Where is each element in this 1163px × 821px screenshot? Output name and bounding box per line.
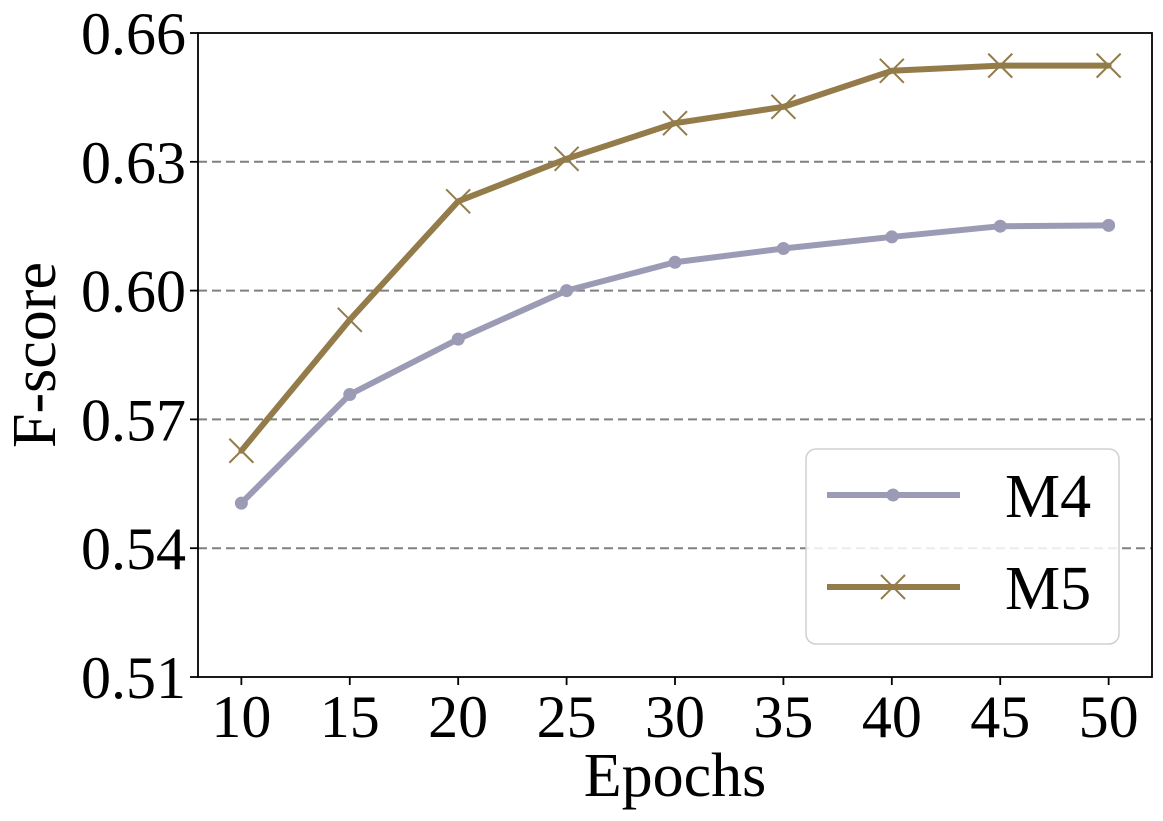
y-tick-label: 0.51 xyxy=(81,645,186,711)
data-point-m5 xyxy=(553,146,580,172)
x-tick-label: 10 xyxy=(211,684,271,750)
x-tick-label: 20 xyxy=(428,684,488,750)
data-point-m5 xyxy=(228,438,255,464)
x-axis-label: Epochs xyxy=(584,742,767,810)
legend-label-m5: M5 xyxy=(1005,555,1091,623)
y-tick-label: 0.66 xyxy=(81,1,186,67)
legend-label-m4: M4 xyxy=(1005,463,1091,531)
data-point-m5 xyxy=(879,58,905,84)
y-tick-label: 0.63 xyxy=(81,130,186,196)
legend-marker-m4 xyxy=(886,488,900,502)
x-tick-label: 40 xyxy=(862,684,922,750)
data-point-m4 xyxy=(343,387,357,401)
series-layer xyxy=(228,52,1122,510)
data-point-m4 xyxy=(668,255,682,269)
legend: M4 M5 xyxy=(805,448,1120,645)
y-tick-label: 0.54 xyxy=(81,516,186,582)
legend-marker-m5 xyxy=(880,574,906,600)
data-point-m4 xyxy=(1102,218,1116,232)
x-tick-label: 50 xyxy=(1079,684,1139,750)
x-tick-label: 30 xyxy=(645,684,705,750)
data-point-m5 xyxy=(662,110,688,136)
data-point-m4 xyxy=(234,496,248,510)
data-point-m5 xyxy=(445,188,471,215)
x-tick-label: 15 xyxy=(320,684,380,750)
data-point-m5 xyxy=(770,94,797,120)
data-point-m4 xyxy=(560,284,574,298)
grid-lines xyxy=(198,160,1152,550)
x-axis-ticks: 10 15 20 25 30 35 40 45 50 xyxy=(211,677,1139,750)
data-point-m4 xyxy=(885,230,899,244)
data-point-m4 xyxy=(993,219,1007,233)
data-point-m5 xyxy=(1095,52,1122,79)
y-axis-ticks: 0.51 0.54 0.57 0.60 0.63 0.66 xyxy=(81,1,198,711)
data-point-m5 xyxy=(337,307,363,333)
data-point-m5 xyxy=(987,52,1013,79)
x-tick-label: 25 xyxy=(537,684,597,750)
y-tick-label: 0.57 xyxy=(81,387,186,453)
y-axis-label: F-score xyxy=(1,262,69,448)
y-tick-label: 0.60 xyxy=(81,259,186,325)
data-point-m4 xyxy=(776,242,790,256)
x-tick-label: 35 xyxy=(753,684,813,750)
x-tick-label: 45 xyxy=(970,684,1030,750)
data-point-m4 xyxy=(451,332,465,346)
